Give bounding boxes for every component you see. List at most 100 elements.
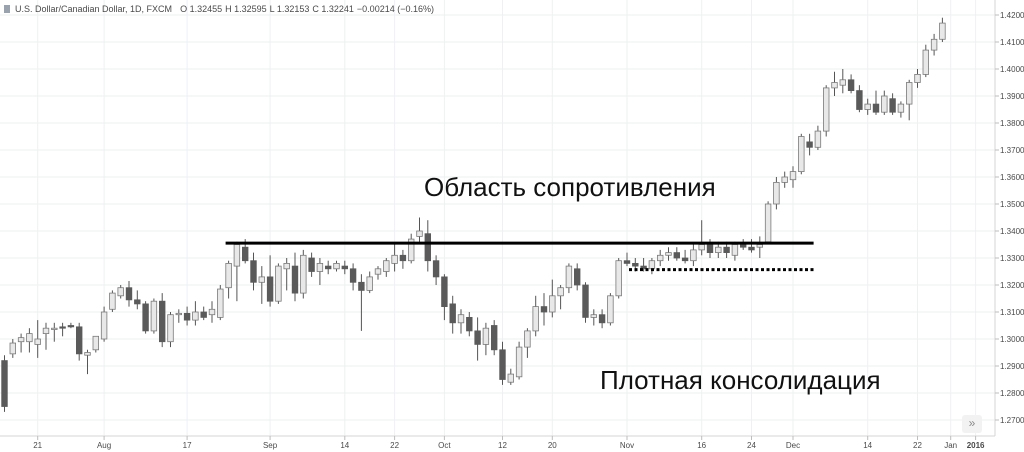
- candle: [316, 258, 324, 285]
- candle: [532, 295, 539, 337]
- candle-body-up: [690, 249, 697, 262]
- candle: [781, 171, 788, 188]
- candle-body-up: [383, 260, 390, 272]
- tight-consolidation-label: Плотная консолидация: [600, 365, 881, 395]
- candle-body-up: [258, 276, 265, 283]
- candle: [183, 306, 191, 326]
- time-tick-label: 17: [183, 441, 192, 450]
- candle: [308, 252, 315, 277]
- candle: [349, 263, 357, 291]
- candle-body-up: [922, 49, 929, 75]
- candle-body-down: [432, 260, 440, 278]
- price-tick-label: 1.34000: [1000, 227, 1024, 236]
- candle: [590, 309, 597, 326]
- candle: [598, 309, 606, 329]
- candle: [582, 282, 589, 323]
- time-tick-label: Sep: [263, 441, 278, 450]
- candle-body-down: [308, 257, 315, 272]
- price-axis: 1.27000 1.28000 1.29000 1.30000 1.31000 1.320…: [994, 0, 1024, 436]
- candle-body-down: [723, 246, 730, 253]
- candle: [59, 322, 66, 337]
- candle: [399, 249, 407, 269]
- candle: [84, 349, 91, 375]
- candle-body-down: [59, 326, 66, 329]
- candle-body-down: [806, 141, 813, 148]
- candle: [391, 244, 398, 272]
- candle-body-up: [208, 308, 216, 316]
- candle-body-up: [150, 300, 158, 332]
- candle-body-down: [266, 276, 274, 302]
- candle-body-down: [673, 252, 680, 259]
- candle: [374, 266, 382, 280]
- candle-body-up: [51, 327, 58, 330]
- candle-body-up: [167, 314, 174, 343]
- candle-body-up: [515, 346, 523, 378]
- candle-body-up: [607, 295, 614, 324]
- candle-body-up: [731, 244, 739, 256]
- legend-high: H 1.32595: [225, 4, 267, 14]
- candle: [358, 274, 365, 331]
- candle-body-down: [183, 312, 191, 321]
- candle: [225, 260, 232, 299]
- candle: [441, 274, 448, 321]
- price-tick-label: 1.33000: [1000, 254, 1024, 263]
- candle: [466, 312, 473, 337]
- price-tick-label: 1.29000: [1000, 362, 1024, 371]
- candle-body-down: [358, 281, 365, 291]
- candle-body-down: [598, 314, 606, 324]
- candle-body-up: [939, 22, 946, 40]
- candle-body-up: [557, 287, 564, 297]
- price-tick-label: 1.38000: [1000, 119, 1024, 128]
- candle-body-up: [507, 373, 514, 383]
- price-tick-label: 1.30000: [1000, 335, 1024, 344]
- candle-body-up: [217, 288, 224, 318]
- chart-legend: U.S. Dollar/Canadian Dollar, 1D, FXCM O …: [4, 2, 437, 16]
- candle-body-up: [316, 262, 324, 272]
- candle: [117, 285, 124, 299]
- candle: [324, 260, 332, 275]
- legend-open: O 1.32455: [180, 4, 223, 14]
- candle-body-up: [275, 265, 282, 302]
- candle: [798, 133, 805, 175]
- price-tick-label: 1.39000: [1000, 92, 1024, 101]
- candle-body-up: [781, 176, 788, 183]
- candle: [939, 17, 946, 42]
- chart-annotations: Область сопротивления Плотная консолидац…: [225, 172, 881, 395]
- candle: [474, 317, 481, 361]
- candle-body-up: [549, 295, 556, 313]
- candle-body-up: [698, 244, 705, 251]
- candle-body-up: [524, 330, 531, 348]
- candle-body-down: [200, 311, 207, 318]
- candle: [665, 247, 672, 261]
- candle-body-up: [26, 333, 33, 343]
- candle: [914, 69, 921, 88]
- time-tick-label: 2016: [967, 441, 985, 450]
- symbol-flag-icon: [4, 5, 10, 13]
- candle: [889, 93, 896, 115]
- candle: [640, 258, 647, 272]
- candle-body-up: [881, 95, 888, 113]
- time-tick-label: Oct: [438, 441, 451, 450]
- candle: [51, 322, 58, 342]
- candle: [872, 90, 880, 115]
- candle: [748, 239, 755, 253]
- candle: [275, 263, 282, 304]
- candle: [515, 341, 523, 380]
- candle-body-down: [424, 233, 431, 262]
- price-tick-label: 1.37000: [1000, 146, 1024, 155]
- price-tick-label: 1.35000: [1000, 200, 1024, 209]
- candle-body-down: [740, 244, 747, 248]
- candle-body-down: [1, 360, 8, 407]
- candle: [250, 252, 257, 291]
- candle: [831, 71, 838, 96]
- candle-body-up: [930, 38, 938, 51]
- symbol-title[interactable]: U.S. Dollar/Canadian Dollar, 1D, FXCM: [15, 4, 173, 14]
- scroll-to-realtime-button[interactable]: »: [962, 415, 982, 433]
- candle: [648, 258, 656, 275]
- price-tick-label: 1.42000: [1000, 11, 1024, 20]
- candle-body-up: [300, 254, 307, 294]
- candle-body-up: [84, 352, 91, 356]
- candle: [764, 201, 772, 245]
- candle-body-up: [233, 244, 241, 267]
